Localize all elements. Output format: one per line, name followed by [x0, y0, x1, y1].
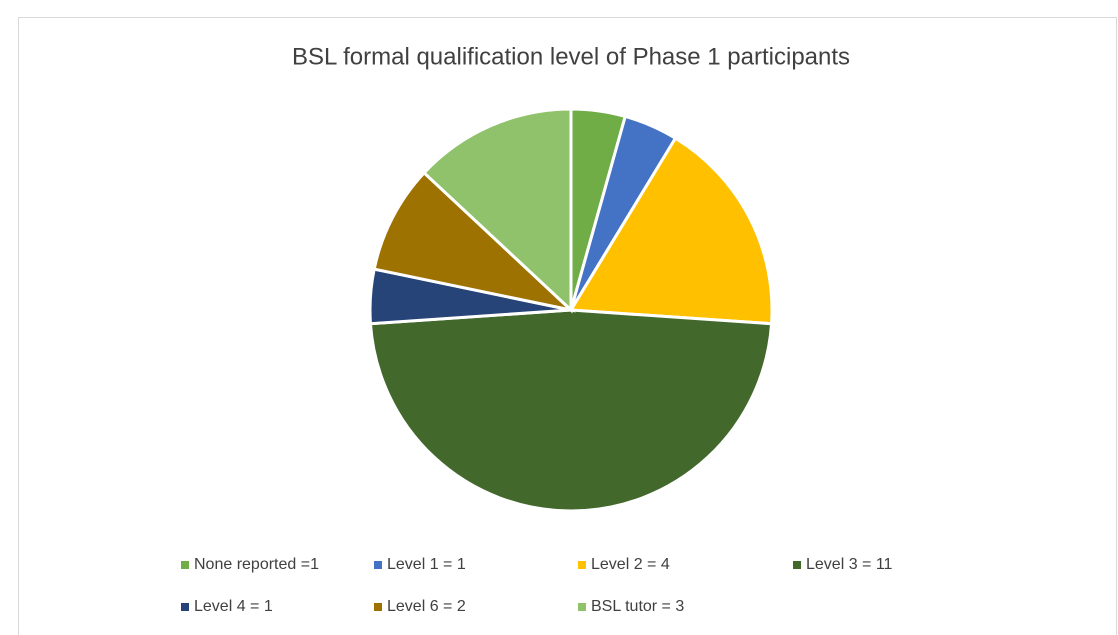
legend-swatch — [578, 603, 586, 611]
legend-label: Level 3 = 11 — [806, 556, 893, 573]
chart-title: BSL formal qualification level of Phase … — [292, 43, 850, 70]
legend-swatch — [793, 561, 801, 569]
legend-swatch — [578, 561, 586, 569]
pie-slice — [568, 136, 774, 326]
legend-label: None reported =1 — [194, 556, 319, 573]
legend-swatch — [374, 561, 382, 569]
legend-label: Level 2 = 4 — [591, 556, 670, 573]
pie-slice — [372, 170, 576, 313]
legend-label: Level 1 = 1 — [387, 556, 466, 573]
legend-label: BSL tutor = 3 — [591, 598, 684, 615]
pie-slice — [368, 308, 774, 513]
legend-swatch — [374, 603, 382, 611]
legend-swatch — [181, 561, 189, 569]
pie-slice — [421, 107, 573, 314]
legend-label: Level 6 = 2 — [387, 598, 466, 615]
legend-swatch — [181, 603, 189, 611]
legend-label: Level 4 = 1 — [194, 598, 273, 615]
